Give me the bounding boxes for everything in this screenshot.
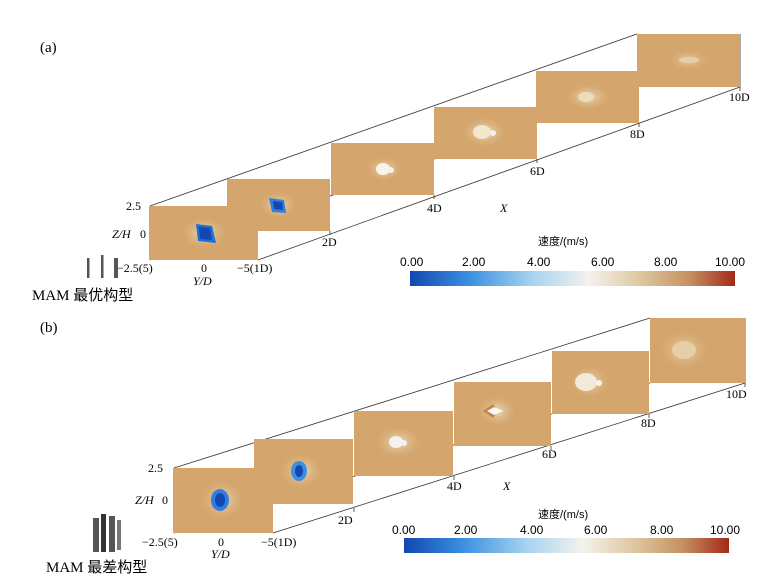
slice [354, 411, 453, 476]
panel-caption: MAM 最差构型 [46, 559, 147, 576]
y-axis-label: Y/D [193, 274, 212, 288]
y-tick-label: 0 [201, 261, 207, 275]
slice [536, 71, 639, 123]
x-tick-label: 6D [542, 447, 557, 461]
slice [174, 468, 273, 533]
colorbar-tick-label: 6.00 [584, 523, 608, 537]
x-ticks [353, 383, 746, 512]
colorbar-title: 速度/(m/s) [538, 507, 588, 521]
slice [637, 34, 740, 87]
colorbar-tick-label: 10.00 [710, 523, 740, 537]
colorbar-title: 速度/(m/s) [538, 234, 588, 248]
z-tick-label: 0 [140, 227, 146, 241]
panel-caption: MAM 最优构型 [32, 287, 133, 304]
slice [150, 206, 258, 260]
y-tick-label: −2.5(5) [117, 261, 153, 275]
panel-a: (a) [32, 33, 750, 304]
slice [454, 382, 551, 446]
mam-configuration-icon [87, 255, 118, 278]
z-tick-label: 0 [162, 493, 168, 507]
x-tick-label: 2D [338, 513, 353, 527]
y-tick-label: −5(1D) [261, 535, 296, 549]
panel-label: (b) [40, 320, 58, 336]
z-tick-label: 2.5 [126, 199, 141, 213]
y-axis-label: Y/D [211, 547, 230, 561]
x-tick-label: 10D [729, 90, 750, 104]
colorbar-tick-label: 6.00 [591, 255, 615, 269]
y-tick-label: 0 [218, 535, 224, 549]
colorbar-tick-label: 4.00 [527, 255, 551, 269]
colorbar-tick-label: 4.00 [520, 523, 544, 537]
x-tick-label: 6D [530, 164, 545, 178]
colorbar [410, 271, 735, 286]
x-ticks [329, 87, 741, 235]
x-axis-label: X [502, 479, 511, 493]
x-tick-label: 10D [726, 387, 747, 401]
x-tick-label: 4D [427, 201, 442, 215]
slice [254, 439, 353, 504]
slice [650, 318, 745, 383]
mam-configuration-icon [93, 514, 121, 552]
z-axis-label: Z/H [112, 227, 132, 241]
z-tick-label: 2.5 [148, 461, 163, 475]
slice [552, 351, 649, 414]
colorbar-tick-label: 8.00 [650, 523, 674, 537]
slice [434, 107, 537, 159]
colorbar-tick-label: 8.00 [654, 255, 678, 269]
x-tick-label: 4D [447, 479, 462, 493]
y-tick-label: −5(1D) [237, 261, 272, 275]
colorbar-tick-label: 0.00 [392, 523, 416, 537]
colorbar-tick-label: 10.00 [715, 255, 745, 269]
x-tick-label: 2D [322, 235, 337, 249]
colorbar [404, 538, 729, 553]
y-tick-label: −2.5(5) [142, 535, 178, 549]
colorbar-tick-label: 2.00 [462, 255, 486, 269]
x-axis-label: X [499, 201, 508, 215]
x-tick-label: 8D [641, 416, 656, 430]
x-tick-label: 8D [630, 127, 645, 141]
slice [331, 143, 434, 195]
panel-label: (a) [40, 40, 57, 56]
slice [227, 179, 330, 231]
panel-b: (b) [40, 317, 747, 576]
colorbar-tick-label: 0.00 [400, 255, 424, 269]
colorbar-tick-label: 2.00 [454, 523, 478, 537]
z-axis-label: Z/H [135, 493, 155, 507]
